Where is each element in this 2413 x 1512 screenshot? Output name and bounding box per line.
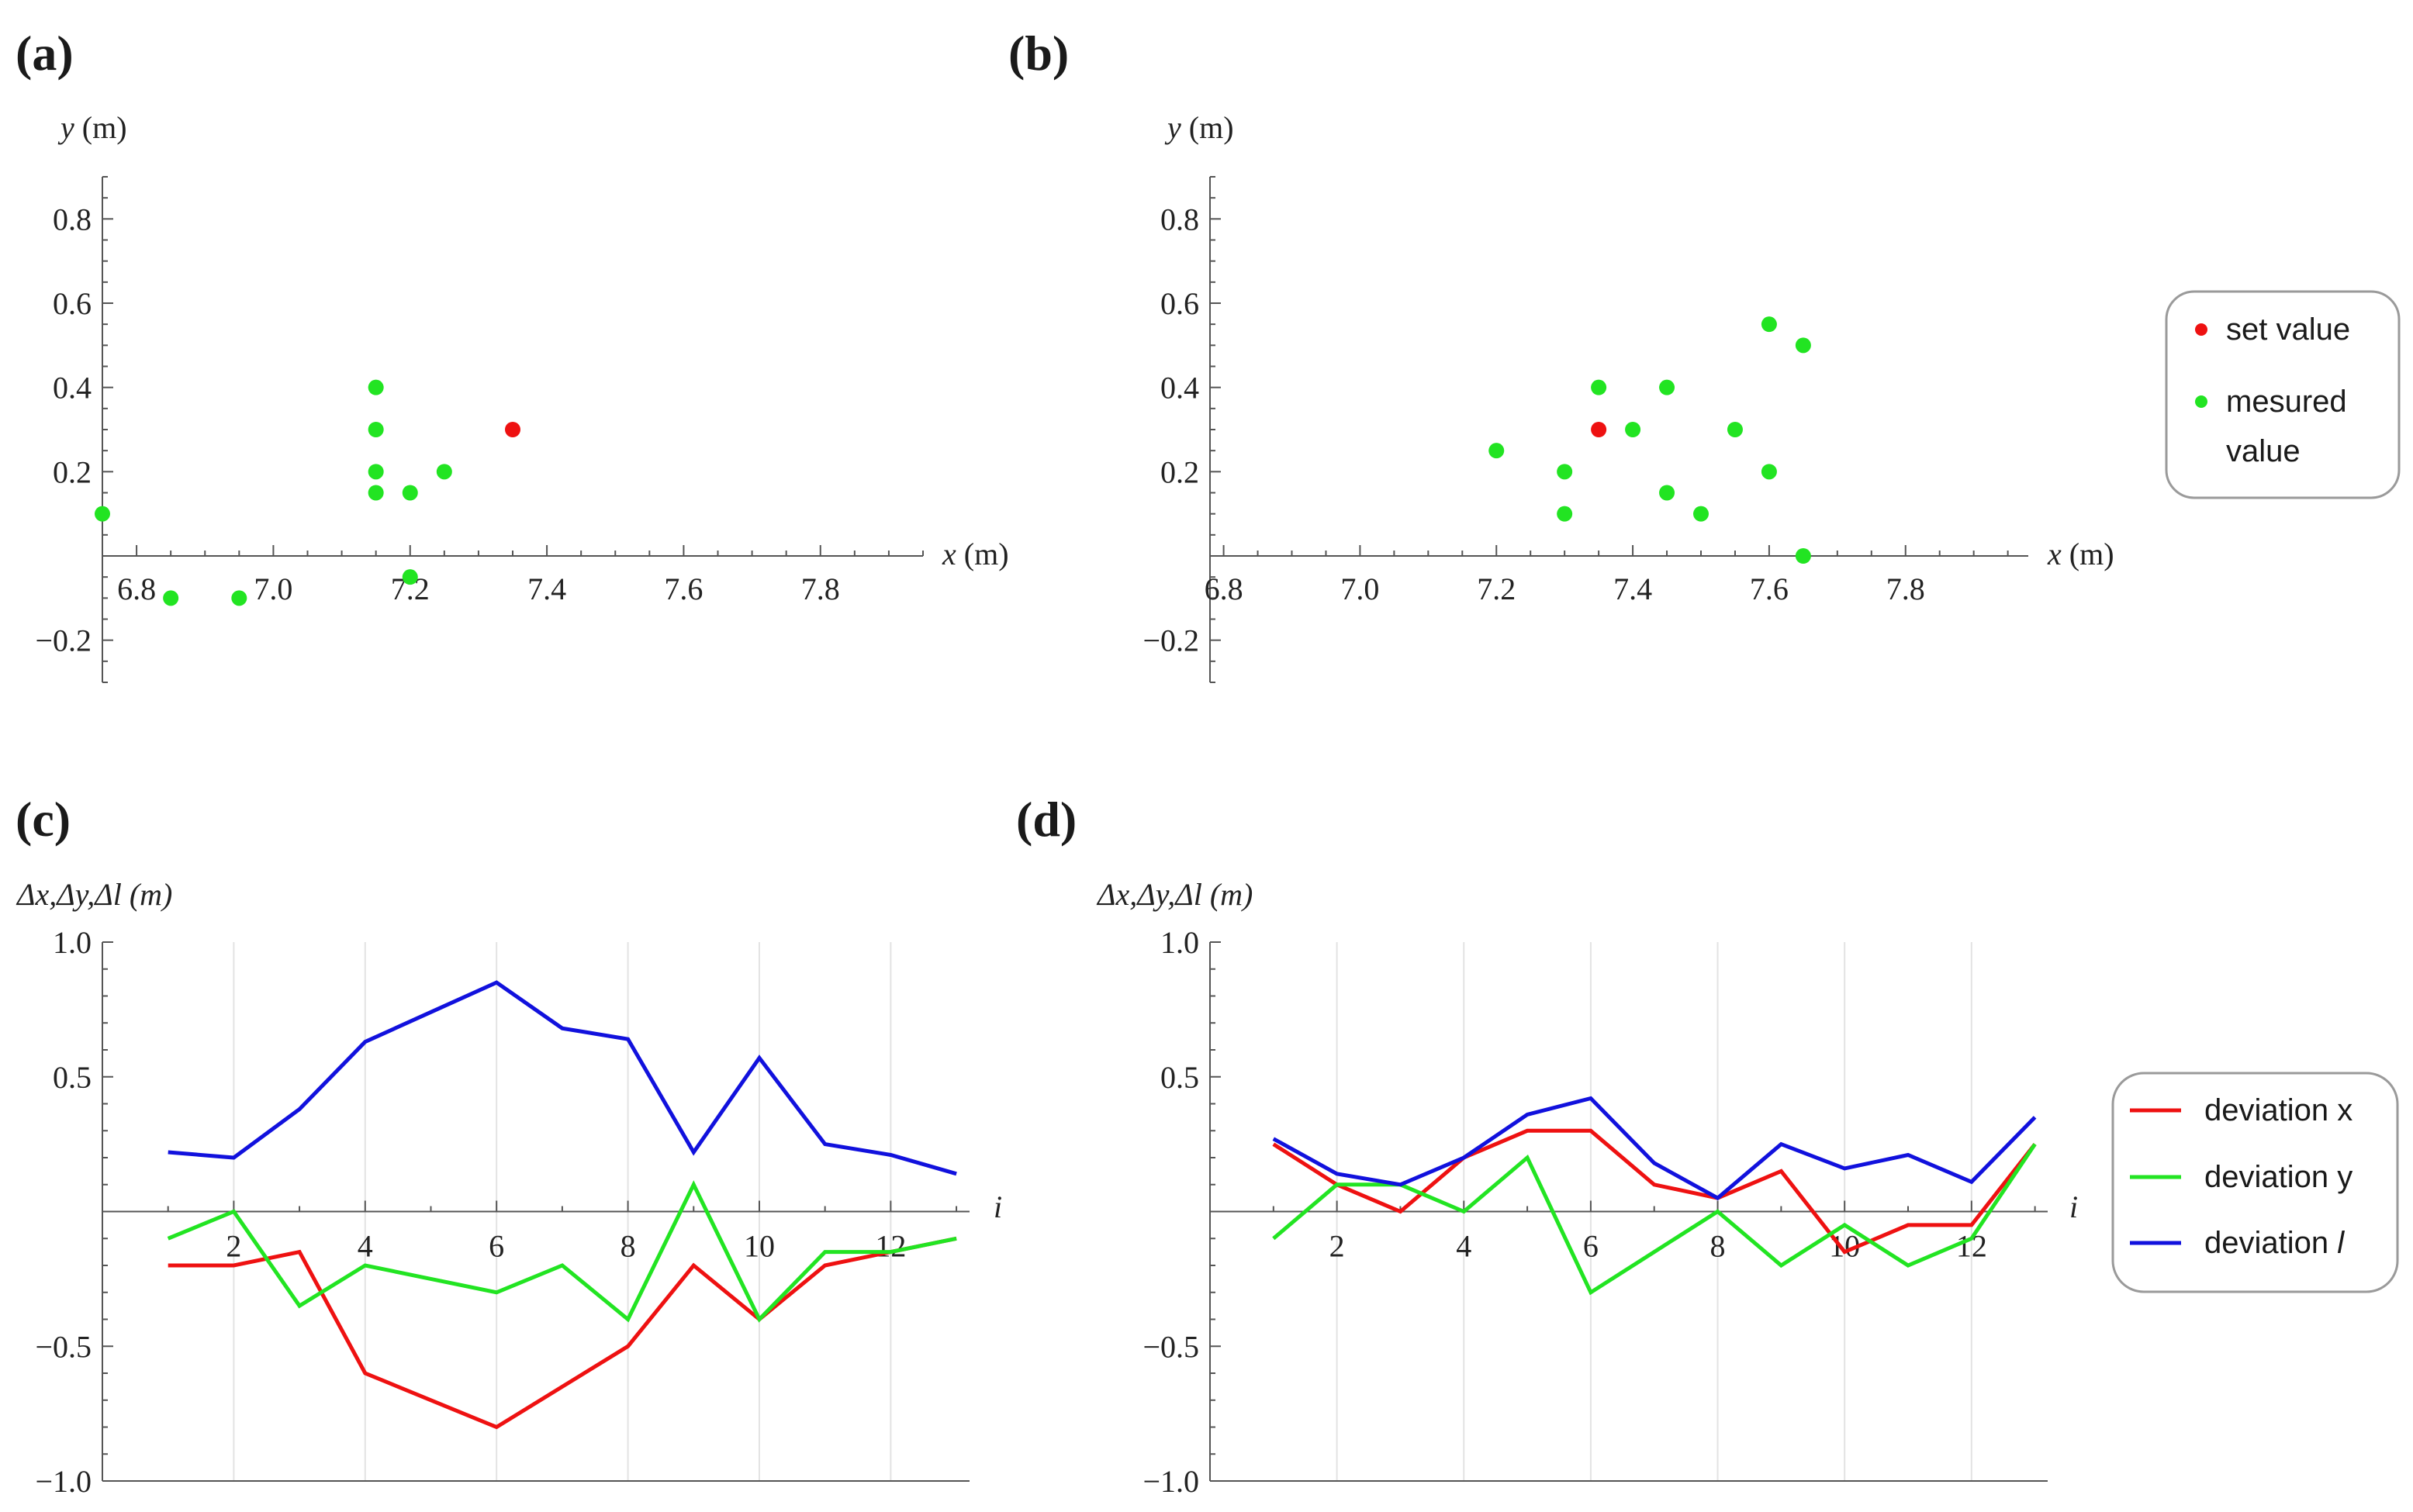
y-tick-label-d: −1.0 — [1143, 1464, 1199, 1499]
y-tick-label-c: −1.0 — [35, 1464, 92, 1499]
legend-label-deviation-l: deviation l — [2204, 1226, 2345, 1260]
point-mesured-value-b — [1557, 464, 1573, 480]
point-set-value-b — [1591, 422, 1607, 437]
x-tick-label-a: 7.6 — [664, 571, 703, 606]
y-axis-label-c: Δx,Δy,Δl (m) — [16, 877, 172, 912]
y-axis-label-a: y (m) — [57, 110, 127, 145]
legend-marker-set-value — [2195, 323, 2207, 336]
x-tick-label-b: 7.4 — [1613, 571, 1652, 606]
x-tick-label-b: 7.0 — [1340, 571, 1379, 606]
point-mesured-value-b — [1659, 379, 1675, 395]
x-tick-label-c: 2 — [226, 1229, 241, 1264]
series-deviation-l-d — [1272, 1096, 2037, 1201]
point-mesured-value-b — [1693, 506, 1709, 522]
panel-b: (b) y (m) x (m) set value mesured value 6… — [1008, 26, 2401, 683]
x-tick-label-d: 8 — [1710, 1229, 1726, 1264]
x-tick-label-b: 7.6 — [1750, 571, 1789, 606]
y-tick-label-d: 1.0 — [1160, 925, 1199, 960]
x-tick-label-b: 6.8 — [1205, 571, 1243, 606]
point-mesured-value-b — [1761, 316, 1777, 333]
x-tick-label-b: 7.2 — [1477, 571, 1516, 606]
panel-d: (d) Δx,Δy,Δl (m) i deviation x deviation… — [1016, 792, 2399, 1499]
point-mesured-value-a — [163, 590, 179, 606]
point-mesured-value-b — [1557, 506, 1573, 522]
panel-label-c: (c) — [16, 792, 71, 847]
y-tick-label-a: 0.4 — [53, 371, 92, 406]
x-tick-label-d: 6 — [1583, 1229, 1599, 1264]
x-tick-label-b: 7.8 — [1886, 571, 1925, 606]
x-tick-label-c: 6 — [489, 1229, 504, 1264]
point-mesured-value-a — [368, 464, 384, 480]
panel-label-d: (d) — [1016, 792, 1077, 847]
y-tick-label-d: −0.5 — [1143, 1329, 1199, 1364]
panel-label-a: (a) — [16, 26, 74, 81]
legend-lines: deviation x deviation y deviation l — [2111, 1072, 2399, 1293]
legend-marker-mesured-value — [2195, 395, 2207, 408]
legend-label-deviation-y: deviation y — [2204, 1160, 2353, 1194]
x-tick-label-a: 7.8 — [801, 571, 840, 606]
x-axis-label-a: x (m) — [942, 537, 1009, 571]
y-tick-label-a: 0.6 — [53, 286, 92, 321]
x-tick-label-d: 12 — [1956, 1229, 1987, 1264]
y-tick-label-b: 0.4 — [1160, 371, 1199, 406]
point-mesured-value-b — [1659, 485, 1675, 501]
point-mesured-value-b — [1761, 464, 1777, 480]
series-deviation-x-c — [168, 1236, 957, 1430]
y-tick-label-a: −0.2 — [35, 623, 92, 658]
point-mesured-value-a — [436, 464, 452, 480]
x-tick-label-a: 7.0 — [254, 571, 292, 606]
x-tick-label-d: 2 — [1329, 1229, 1345, 1264]
point-mesured-value-b — [1795, 548, 1811, 564]
point-mesured-value-a — [402, 485, 418, 501]
point-mesured-value-b — [1795, 337, 1811, 354]
point-mesured-value-a — [231, 590, 247, 606]
y-tick-label-b: 0.8 — [1160, 202, 1199, 236]
x-tick-label-c: 8 — [621, 1229, 636, 1264]
y-axis-label-b: y (m) — [1164, 110, 1234, 145]
point-set-value-a — [505, 422, 520, 437]
x-axis-label-c: i — [994, 1189, 1002, 1224]
legend-scatter-box — [2165, 290, 2401, 499]
y-tick-label-d: 0.5 — [1160, 1060, 1199, 1095]
y-axis-label-d: Δx,Δy,Δl (m) — [1096, 877, 1253, 912]
legend-label-set-value: set value — [2226, 312, 2350, 347]
y-tick-label-c: 1.0 — [53, 925, 92, 960]
point-mesured-value-b — [1591, 379, 1607, 395]
y-tick-label-b: 0.2 — [1160, 454, 1199, 489]
series-deviation-y-c — [167, 1180, 957, 1323]
y-tick-label-b: −0.2 — [1143, 623, 1199, 658]
point-mesured-value-b — [1727, 422, 1743, 437]
legend-label-deviation-x: deviation x — [2204, 1093, 2353, 1127]
x-tick-label-a: 6.8 — [117, 571, 156, 606]
series-deviation-y-d — [1272, 1143, 2037, 1296]
point-mesured-value-a — [368, 379, 384, 395]
y-tick-label-a: 0.2 — [53, 454, 92, 489]
y-tick-label-b: 0.6 — [1160, 286, 1199, 321]
x-axis-label-b: x (m) — [2047, 537, 2114, 571]
legend-lines-box — [2111, 1072, 2399, 1293]
y-tick-label-a: 0.8 — [53, 202, 92, 236]
panel-a: (a) y (m) x (m) 6.8 7.0 7.2 7.4 7.6 7.8−0.20.… — [16, 26, 1009, 683]
x-tick-label-d: 4 — [1456, 1229, 1471, 1264]
point-mesured-value-a — [402, 569, 418, 585]
x-axis-label-d: i — [2069, 1189, 2078, 1224]
panel-c: (c) Δx,Δy,Δl (m) i 2 4 6 8 10 12 −1.0 −0.5 0.5 1.… — [16, 792, 1002, 1499]
point-mesured-value-a — [368, 422, 384, 437]
point-mesured-value-b — [1625, 422, 1641, 437]
point-mesured-value-a — [368, 485, 384, 501]
legend-scatter: set value mesured value — [2165, 290, 2401, 499]
y-tick-label-c: 0.5 — [53, 1060, 92, 1095]
x-tick-label-c: 12 — [875, 1229, 906, 1264]
series-deviation-x-d — [1272, 1128, 2037, 1255]
point-mesured-value-b — [1488, 443, 1505, 459]
y-tick-label-c: −0.5 — [35, 1329, 92, 1364]
x-tick-label-c: 10 — [744, 1229, 775, 1264]
series-deviation-l-c — [168, 980, 957, 1176]
panel-label-b: (b) — [1008, 26, 1069, 81]
point-mesured-value-a — [95, 506, 110, 522]
x-tick-label-c: 4 — [358, 1229, 373, 1264]
legend-label-mesured-value: mesured value — [2226, 385, 2347, 468]
x-tick-label-a: 7.4 — [527, 571, 566, 606]
